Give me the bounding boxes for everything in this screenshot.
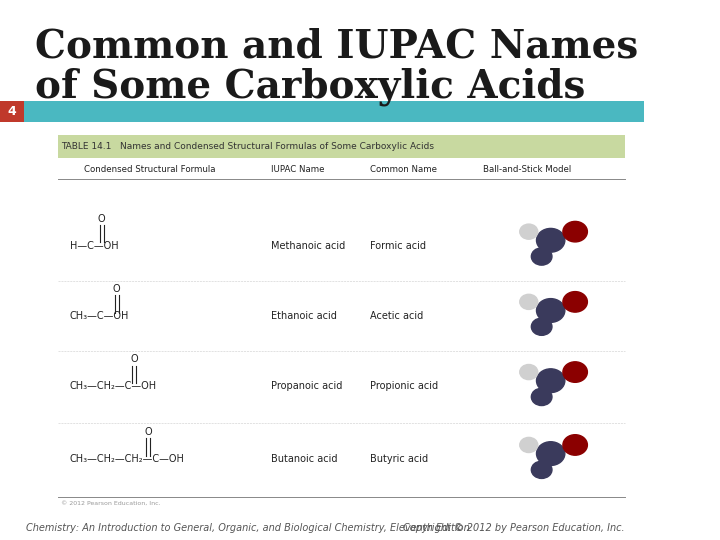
Circle shape bbox=[536, 299, 565, 322]
Circle shape bbox=[531, 388, 552, 406]
Circle shape bbox=[563, 362, 588, 382]
Text: Methanoic acid: Methanoic acid bbox=[271, 241, 345, 251]
Circle shape bbox=[520, 294, 538, 309]
Text: Propionic acid: Propionic acid bbox=[370, 381, 438, 391]
Text: Condensed Structural Formula: Condensed Structural Formula bbox=[84, 165, 215, 173]
Text: H—C—OH: H—C—OH bbox=[70, 241, 118, 251]
Circle shape bbox=[531, 248, 552, 265]
FancyBboxPatch shape bbox=[0, 101, 24, 122]
Circle shape bbox=[563, 292, 588, 312]
Text: Propanoic acid: Propanoic acid bbox=[271, 381, 342, 391]
Text: O: O bbox=[113, 284, 120, 294]
Text: IUPAC Name: IUPAC Name bbox=[271, 165, 324, 173]
Text: CH₃—CH₂—C—OH: CH₃—CH₂—C—OH bbox=[70, 381, 157, 391]
FancyBboxPatch shape bbox=[0, 101, 644, 122]
Circle shape bbox=[520, 364, 538, 380]
Text: Copyright © 2012 by Pearson Education, Inc.: Copyright © 2012 by Pearson Education, I… bbox=[403, 523, 625, 533]
Text: O: O bbox=[144, 427, 152, 437]
Circle shape bbox=[536, 442, 565, 465]
Circle shape bbox=[563, 221, 588, 242]
Text: Acetic acid: Acetic acid bbox=[370, 311, 423, 321]
Circle shape bbox=[536, 369, 565, 393]
Text: O: O bbox=[130, 354, 138, 364]
Text: © 2012 Pearson Education, Inc.: © 2012 Pearson Education, Inc. bbox=[61, 501, 161, 506]
Text: O: O bbox=[98, 214, 106, 224]
Text: CH₃—C—OH: CH₃—C—OH bbox=[70, 311, 129, 321]
Text: Butyric acid: Butyric acid bbox=[370, 454, 428, 464]
Text: Chemistry: An Introduction to General, Organic, and Biological Chemistry, Eleven: Chemistry: An Introduction to General, O… bbox=[26, 523, 469, 533]
Text: Common Name: Common Name bbox=[370, 165, 437, 173]
Text: TABLE 14.1   Names and Condensed Structural Formulas of Some Carboxylic Acids: TABLE 14.1 Names and Condensed Structura… bbox=[61, 142, 434, 151]
Text: Ball-and-Stick Model: Ball-and-Stick Model bbox=[483, 165, 571, 173]
Circle shape bbox=[531, 318, 552, 335]
Text: of Some Carboxylic Acids: of Some Carboxylic Acids bbox=[35, 68, 586, 106]
FancyBboxPatch shape bbox=[58, 135, 625, 158]
Text: Formic acid: Formic acid bbox=[370, 241, 426, 251]
Circle shape bbox=[563, 435, 588, 455]
Text: 4: 4 bbox=[8, 105, 17, 118]
Text: CH₃—CH₂—CH₂—C—OH: CH₃—CH₂—CH₂—C—OH bbox=[70, 454, 184, 464]
Text: Butanoic acid: Butanoic acid bbox=[271, 454, 337, 464]
Circle shape bbox=[531, 461, 552, 478]
Circle shape bbox=[536, 228, 565, 252]
Circle shape bbox=[520, 437, 538, 453]
Circle shape bbox=[520, 224, 538, 239]
Text: Ethanoic acid: Ethanoic acid bbox=[271, 311, 336, 321]
Text: Common and IUPAC Names: Common and IUPAC Names bbox=[35, 27, 639, 65]
